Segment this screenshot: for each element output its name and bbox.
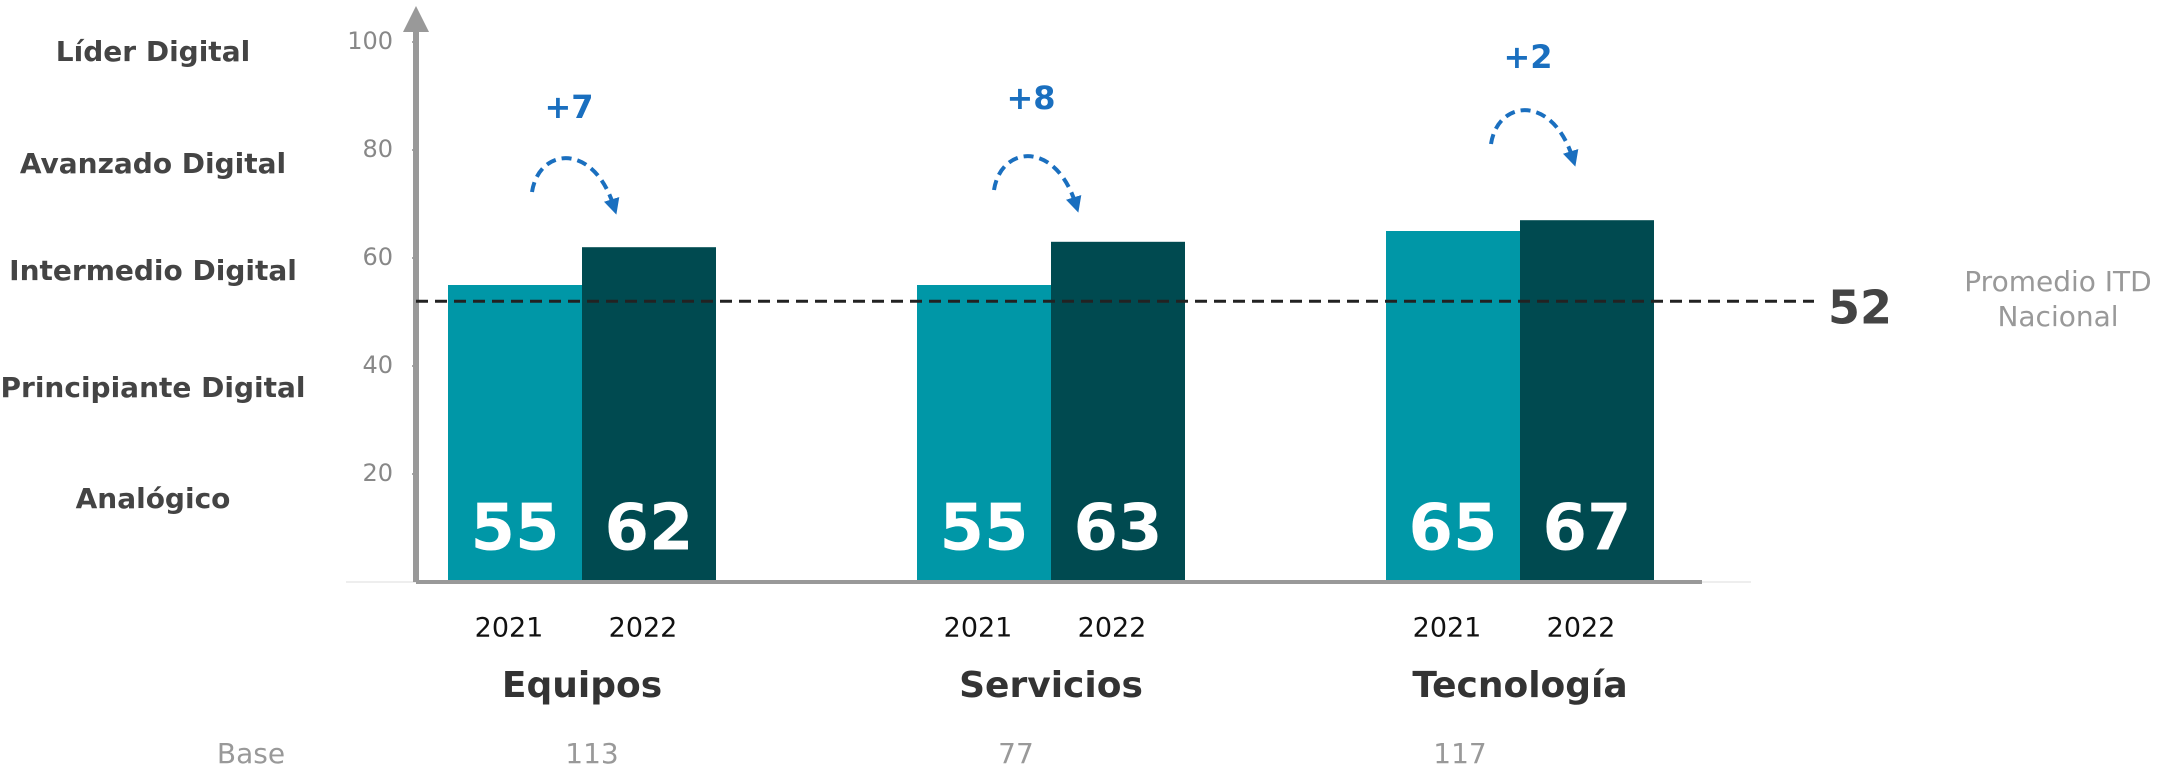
- base-value: 77: [998, 737, 1034, 766]
- year-label: 2022: [1078, 613, 1147, 644]
- value-label: 62: [604, 492, 693, 566]
- year-label: 2022: [1547, 613, 1616, 644]
- delta-label: +7: [544, 88, 593, 126]
- bar: [1051, 241, 1185, 583]
- y-tick-label: 80: [362, 135, 393, 163]
- reference-value: 52: [1828, 281, 1892, 335]
- y-tick-label: 40: [362, 351, 393, 379]
- level-label: Líder Digital: [56, 35, 250, 68]
- base-label: Base: [217, 737, 285, 766]
- bar: [1386, 231, 1520, 582]
- value-label: 55: [939, 492, 1028, 566]
- bar: [582, 247, 716, 582]
- year-label: 2021: [944, 613, 1013, 644]
- category-label: Equipos: [502, 665, 662, 706]
- delta-arrow: [1489, 108, 1579, 167]
- delta-label: +8: [1006, 79, 1055, 117]
- y-axis-arrow: [403, 6, 429, 32]
- bar: [448, 285, 582, 582]
- delta-label: +2: [1503, 38, 1552, 76]
- value-label: 63: [1073, 492, 1162, 566]
- delta-arrow: [530, 156, 620, 215]
- value-label: 55: [470, 492, 559, 566]
- level-label: Analógico: [76, 482, 231, 515]
- y-tick-label: 60: [362, 243, 393, 271]
- level-label: Intermedio Digital: [9, 254, 297, 287]
- level-label: Principiante Digital: [0, 371, 305, 404]
- value-label: 67: [1542, 492, 1631, 566]
- y-tick-label: 20: [362, 459, 393, 487]
- base-value: 117: [1433, 737, 1486, 766]
- category-label: Servicios: [959, 665, 1143, 706]
- delta-arrow: [992, 154, 1082, 213]
- category-label: Tecnología: [1412, 665, 1627, 706]
- base-value: 113: [565, 737, 618, 766]
- year-label: 2022: [609, 613, 678, 644]
- bar: [1520, 220, 1654, 582]
- reference-label: Promedio ITD Nacional: [1964, 265, 2151, 333]
- y-tick-label: 100: [347, 27, 393, 55]
- year-label: 2021: [1413, 613, 1482, 644]
- value-label: 65: [1408, 492, 1497, 566]
- bar: [917, 285, 1051, 582]
- level-label: Avanzado Digital: [20, 147, 286, 180]
- year-label: 2021: [475, 613, 544, 644]
